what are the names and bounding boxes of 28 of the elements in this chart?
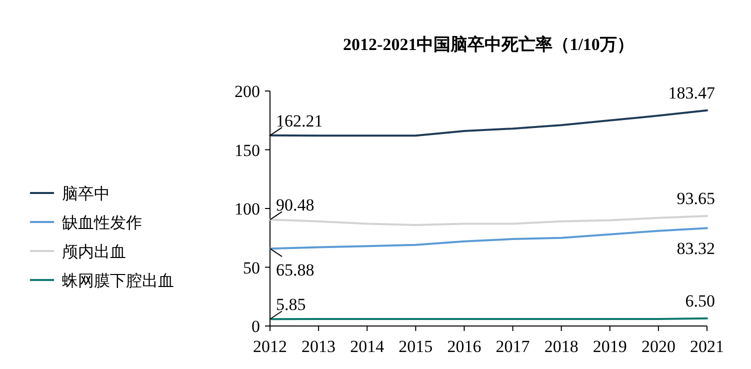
x-tick-label: 2013 xyxy=(302,337,336,356)
legend-label: 缺血性发作 xyxy=(62,214,142,232)
data-label: 65.88 xyxy=(276,260,314,280)
x-tick-label: 2012 xyxy=(253,337,287,356)
legend-label: 颅内出血 xyxy=(62,243,126,261)
data-label: 183.47 xyxy=(668,83,716,102)
x-tick-label: 2019 xyxy=(592,337,627,356)
data-label: 5.85 xyxy=(276,295,306,314)
data-label: 90.48 xyxy=(276,196,314,215)
chart-title: 2012-2021中国脑卒中死亡率（1/10万） xyxy=(343,35,634,54)
x-tick-label: 2018 xyxy=(544,337,578,356)
x-tick-label: 2015 xyxy=(398,337,433,356)
y-tick-label: 0 xyxy=(252,317,260,336)
legend-label: 脑卒中 xyxy=(62,185,110,203)
x-tick-label: 2016 xyxy=(447,337,482,356)
legend-label: 蛛网膜下腔出血 xyxy=(62,272,174,290)
y-tick-label: 100 xyxy=(234,200,260,218)
x-tick-label: 2014 xyxy=(350,337,385,356)
data-label: 93.65 xyxy=(676,188,715,208)
y-tick-label: 50 xyxy=(243,258,260,278)
data-label: 6.50 xyxy=(685,291,715,310)
data-label: 162.21 xyxy=(276,111,323,130)
y-tick-label: 200 xyxy=(234,82,260,101)
x-tick-label: 2017 xyxy=(496,337,530,356)
x-tick-label: 2021 xyxy=(690,337,724,356)
y-tick-label: 150 xyxy=(234,140,260,160)
data-label: 83.32 xyxy=(676,239,715,258)
x-tick-label: 2020 xyxy=(641,337,676,356)
